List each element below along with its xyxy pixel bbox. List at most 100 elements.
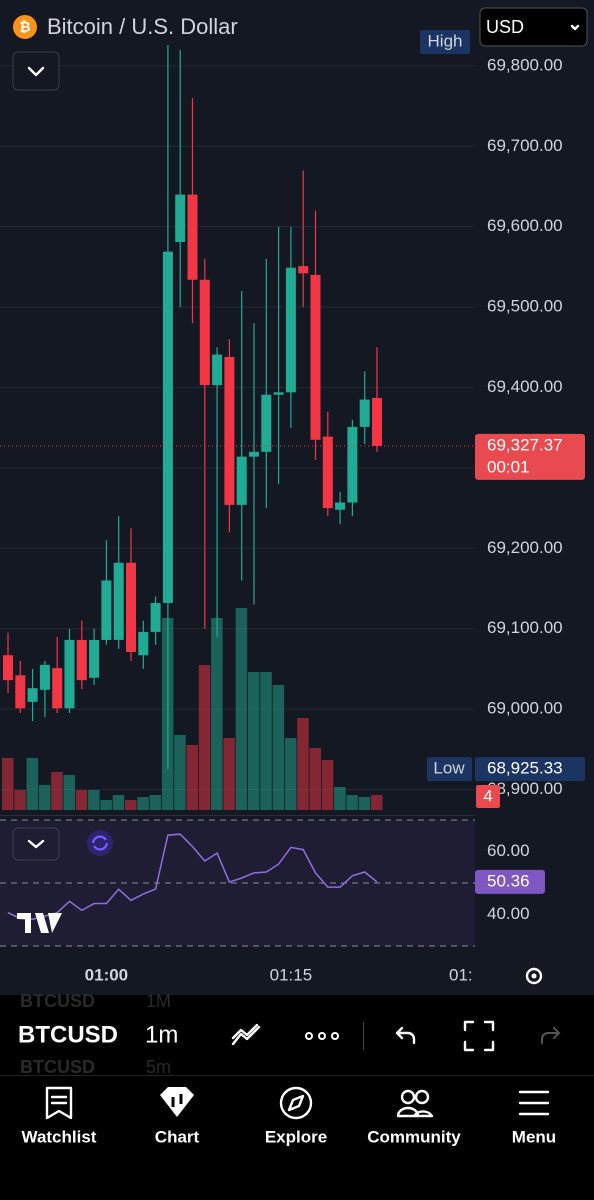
fullscreen-button[interactable]: [463, 1020, 495, 1052]
explore-icon[interactable]: [279, 1086, 313, 1120]
volume-bar: [248, 672, 260, 810]
y-tick-label: 69,600.00: [487, 216, 563, 235]
volume-bar: [334, 787, 346, 810]
nav-label[interactable]: Explore: [265, 1127, 327, 1146]
menu-icon[interactable]: [518, 1090, 550, 1116]
candle-body: [224, 356, 235, 505]
volume-bar: [309, 748, 321, 810]
dropdown-chevron: [570, 24, 580, 31]
symbol-picker[interactable]: BTCUSD: [18, 1021, 118, 1048]
watchlist-icon[interactable]: [45, 1086, 73, 1120]
pane-separator: [0, 815, 475, 816]
interval-picker[interactable]: 1m: [145, 1021, 178, 1048]
x-tick-label: 01:15: [270, 965, 313, 984]
volume-bar: [346, 795, 358, 810]
candle-body: [285, 267, 296, 393]
volume-bar: [63, 775, 75, 810]
volume-bar: [26, 758, 39, 810]
community-icon[interactable]: [400, 1089, 416, 1105]
high-marker-label: High: [428, 32, 463, 51]
undo-button[interactable]: [395, 1026, 416, 1045]
collapse-chevron: [27, 66, 45, 77]
low-price-label: 68,925.33: [487, 759, 563, 778]
volume-bar: [198, 665, 211, 810]
low-price-box: [475, 757, 585, 782]
tv-logo: [17, 913, 62, 933]
chart-icon[interactable]: [160, 1087, 194, 1117]
volume-bar: [112, 795, 125, 810]
volume-bar: [186, 745, 198, 810]
rsi-collapse-chevron: [27, 839, 45, 849]
settings-icon-center: [531, 973, 537, 979]
volume-bar: [211, 618, 223, 810]
rsi-tick-label: 40.00: [487, 904, 530, 923]
low-marker-box: [427, 757, 472, 782]
candle-body: [126, 562, 136, 653]
nav-label[interactable]: Chart: [155, 1127, 200, 1146]
candle-body: [3, 655, 13, 681]
currency-dropdown[interactable]: [479, 7, 588, 47]
price-labels: 69,327.37 00:01 High Low 68,925.33 4: [0, 30, 585, 808]
countdown-label: 00:01: [487, 457, 530, 476]
volume-bar: [88, 790, 100, 810]
more-button[interactable]: [305, 1032, 339, 1040]
refresh-button[interactable]: [87, 830, 113, 856]
nav-label[interactable]: Watchlist: [22, 1127, 97, 1146]
ghost-interval: 1M: [146, 991, 171, 1011]
volume-bar: [174, 735, 186, 810]
last-price-box: [475, 433, 585, 480]
rsi-collapse-button[interactable]: [12, 827, 60, 861]
collapse-button[interactable]: [12, 51, 60, 91]
nav-label[interactable]: Community: [367, 1127, 461, 1146]
volume-bar: [297, 718, 309, 810]
y-tick-label: 69,800.00: [487, 55, 563, 74]
volume-bar: [223, 738, 235, 810]
volume-bar: [272, 685, 285, 810]
explore-needle: [287, 1094, 305, 1112]
candle-body: [113, 562, 124, 640]
y-tick-label: 69,500.00: [487, 297, 563, 316]
rsi-last-label: 50.36: [487, 871, 530, 890]
ghost-symbol: BTCUSD: [20, 991, 95, 1011]
y-tick-label: 69,100.00: [487, 618, 563, 637]
ghost-symbol: BTCUSD: [20, 1057, 95, 1077]
nav-label[interactable]: Menu: [512, 1127, 556, 1146]
volume-value-box: [476, 785, 500, 808]
candle-body: [15, 675, 26, 709]
candle-body: [359, 399, 370, 427]
bitcoin-glyph: ₿: [19, 19, 30, 35]
y-tick-label: 69,400.00: [487, 377, 563, 396]
ghost-interval: 5m: [146, 1057, 171, 1077]
settings-icon[interactable]: [525, 967, 543, 985]
candle-body: [76, 639, 87, 681]
volume-bar: [137, 797, 149, 810]
volume-bar: [125, 800, 137, 810]
candle-body: [261, 394, 272, 452]
candle-body: [236, 456, 247, 505]
indicators-button[interactable]: [231, 1023, 261, 1046]
candle-body: [212, 354, 223, 386]
x-tick-label: 01:00: [85, 965, 128, 984]
volume-bar: [51, 772, 63, 810]
candle-body: [322, 436, 333, 509]
last-price-label: 69,327.37: [487, 435, 563, 454]
volume-bar: [321, 760, 334, 810]
bitcoin-icon: [13, 15, 37, 39]
rsi-line: [7, 833, 378, 920]
volume-bar: [358, 797, 371, 810]
candle-body: [150, 602, 161, 632]
candle-body: [175, 194, 186, 242]
volume-bar: [75, 790, 88, 810]
rsi-last-box: [475, 869, 545, 894]
volume-bar: [38, 785, 51, 810]
volume-bar: [149, 795, 162, 810]
symbol-title: Bitcoin / U.S. Dollar: [47, 14, 238, 39]
volume-bar: [14, 790, 26, 810]
redo-button[interactable]: [541, 1027, 561, 1044]
volume-value-label: 4: [483, 786, 492, 805]
high-marker-box: [420, 30, 470, 55]
refresh-icon: [91, 835, 109, 851]
candle-body: [298, 266, 309, 274]
nav-bar: Watchlist Chart Explore Community Menu: [22, 1127, 557, 1146]
